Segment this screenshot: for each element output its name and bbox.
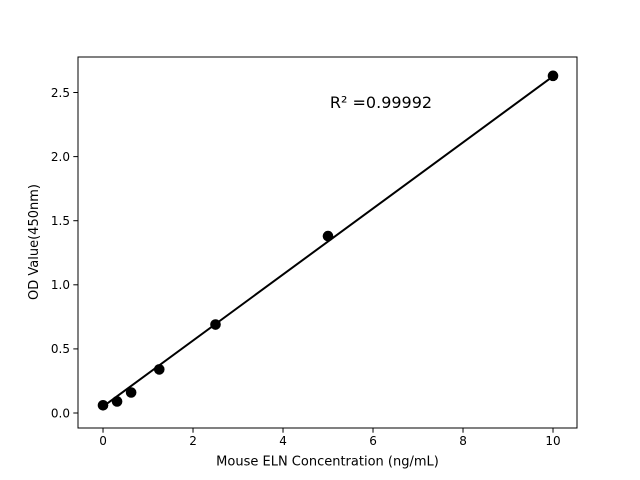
y-tick-label: 2.0	[51, 150, 70, 164]
r-squared-annotation: R² =0.99992	[330, 93, 432, 112]
x-tick-label: 8	[459, 434, 467, 448]
data-point	[97, 400, 109, 411]
y-tick-label: 0.5	[51, 342, 70, 356]
y-tick-label: 0.0	[51, 406, 70, 420]
data-point	[125, 387, 137, 398]
x-tick-label: 2	[189, 434, 197, 448]
y-tick-label: 2.5	[51, 86, 70, 100]
x-tick-label: 10	[545, 434, 560, 448]
y-tick-label: 1.0	[51, 278, 70, 292]
data-point	[547, 70, 559, 82]
data-point	[153, 364, 165, 375]
data-point	[111, 396, 123, 407]
x-tick-label: 0	[99, 434, 107, 448]
plot-area-border	[77, 56, 578, 429]
x-axis-label: Mouse ELN Concentration (ng/mL)	[216, 455, 439, 470]
x-tick-label: 4	[279, 434, 287, 448]
fit-line	[102, 75, 555, 408]
data-point	[210, 319, 221, 330]
x-tick-label: 6	[369, 434, 377, 448]
y-tick-label: 1.5	[51, 214, 70, 228]
y-axis-label: OD Value(450nm)	[27, 184, 42, 300]
data-point	[322, 230, 334, 242]
